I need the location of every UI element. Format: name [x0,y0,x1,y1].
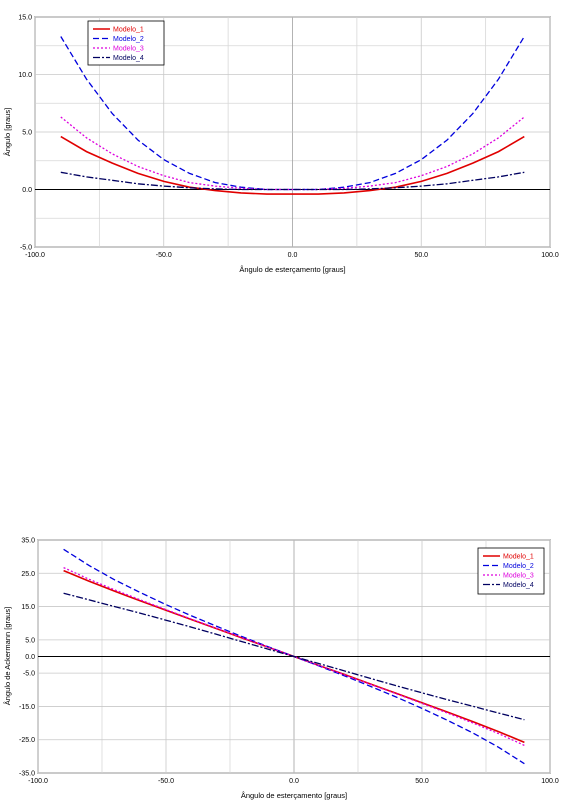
series-line-modelo-4 [60,171,525,191]
x-tick-label: -100.0 [25,252,45,259]
y-tick-label: -5.0 [23,671,35,678]
legend-entry: Modelo_1 [113,27,144,34]
y-tick-label: 0.0 [22,187,32,194]
x-tick-label: -50.0 [158,778,174,785]
x-tick-label: -100.0 [28,778,48,785]
y-tick-label: 0.0 [25,654,35,661]
legend-entry: Modelo_4 [113,55,144,62]
y-tick-label: 25.0 [21,571,35,578]
y-tick-label: 15.0 [18,15,32,22]
legend-entry: Modelo_1 [503,554,534,561]
x-tick-label: 100.0 [541,252,559,259]
series-line-modelo-2 [60,36,525,191]
series-line-modelo-1 [60,135,525,195]
y-tick-label: 5.0 [25,637,35,644]
y-tick-label: -35.0 [19,771,35,778]
y-tick-label: 15.0 [21,604,35,611]
y-axis-label: Ângulo [graus] [3,108,12,156]
x-tick-label: 50.0 [415,778,429,785]
chart-2: -100.0 -50.0 0.0 50.0 100.0 -35.0 -25.0 -15.0 -5… [3,538,559,801]
legend-entry: Modelo_4 [503,582,534,589]
x-tick-label: -50.0 [156,252,172,259]
legend: Modelo_1 Modelo_2 Modelo_3 Modelo_4 [477,547,545,595]
x-tick-label: 50.0 [414,252,428,259]
y-tick-label: 35.0 [21,538,35,545]
y-axis-label: Ângulo de Ackermann [graus] [3,607,12,705]
y-tick-label: -5.0 [20,245,32,252]
y-tick-label: -15.0 [19,704,35,711]
legend-entry: Modelo_3 [113,46,144,53]
x-axis-label: Ângulo de esterçamento [graus] [239,265,345,274]
chart-1: -100.0 -50.0 0.0 50.0 100.0 -5.0 0.0 5.0 10.0 15.… [3,15,559,275]
legend-entry: Modelo_3 [503,573,534,580]
legend-entry: Modelo_2 [113,36,144,43]
legend-entry: Modelo_2 [503,563,534,570]
x-tick-label: 0.0 [288,252,298,259]
y-tick-label: -25.0 [19,737,35,744]
series-line-modelo-3 [60,116,525,191]
series-line-modelo-4 [63,592,525,721]
y-tick-label: 5.0 [22,130,32,137]
x-axis-label: Ângulo de esterçamento [graus] [241,791,347,800]
legend: Modelo_1 Modelo_2 Modelo_3 Modelo_4 [87,20,165,66]
x-tick-label: 0.0 [289,778,299,785]
y-tick-label: 10.0 [18,72,32,79]
x-tick-label: 100.0 [541,778,559,785]
